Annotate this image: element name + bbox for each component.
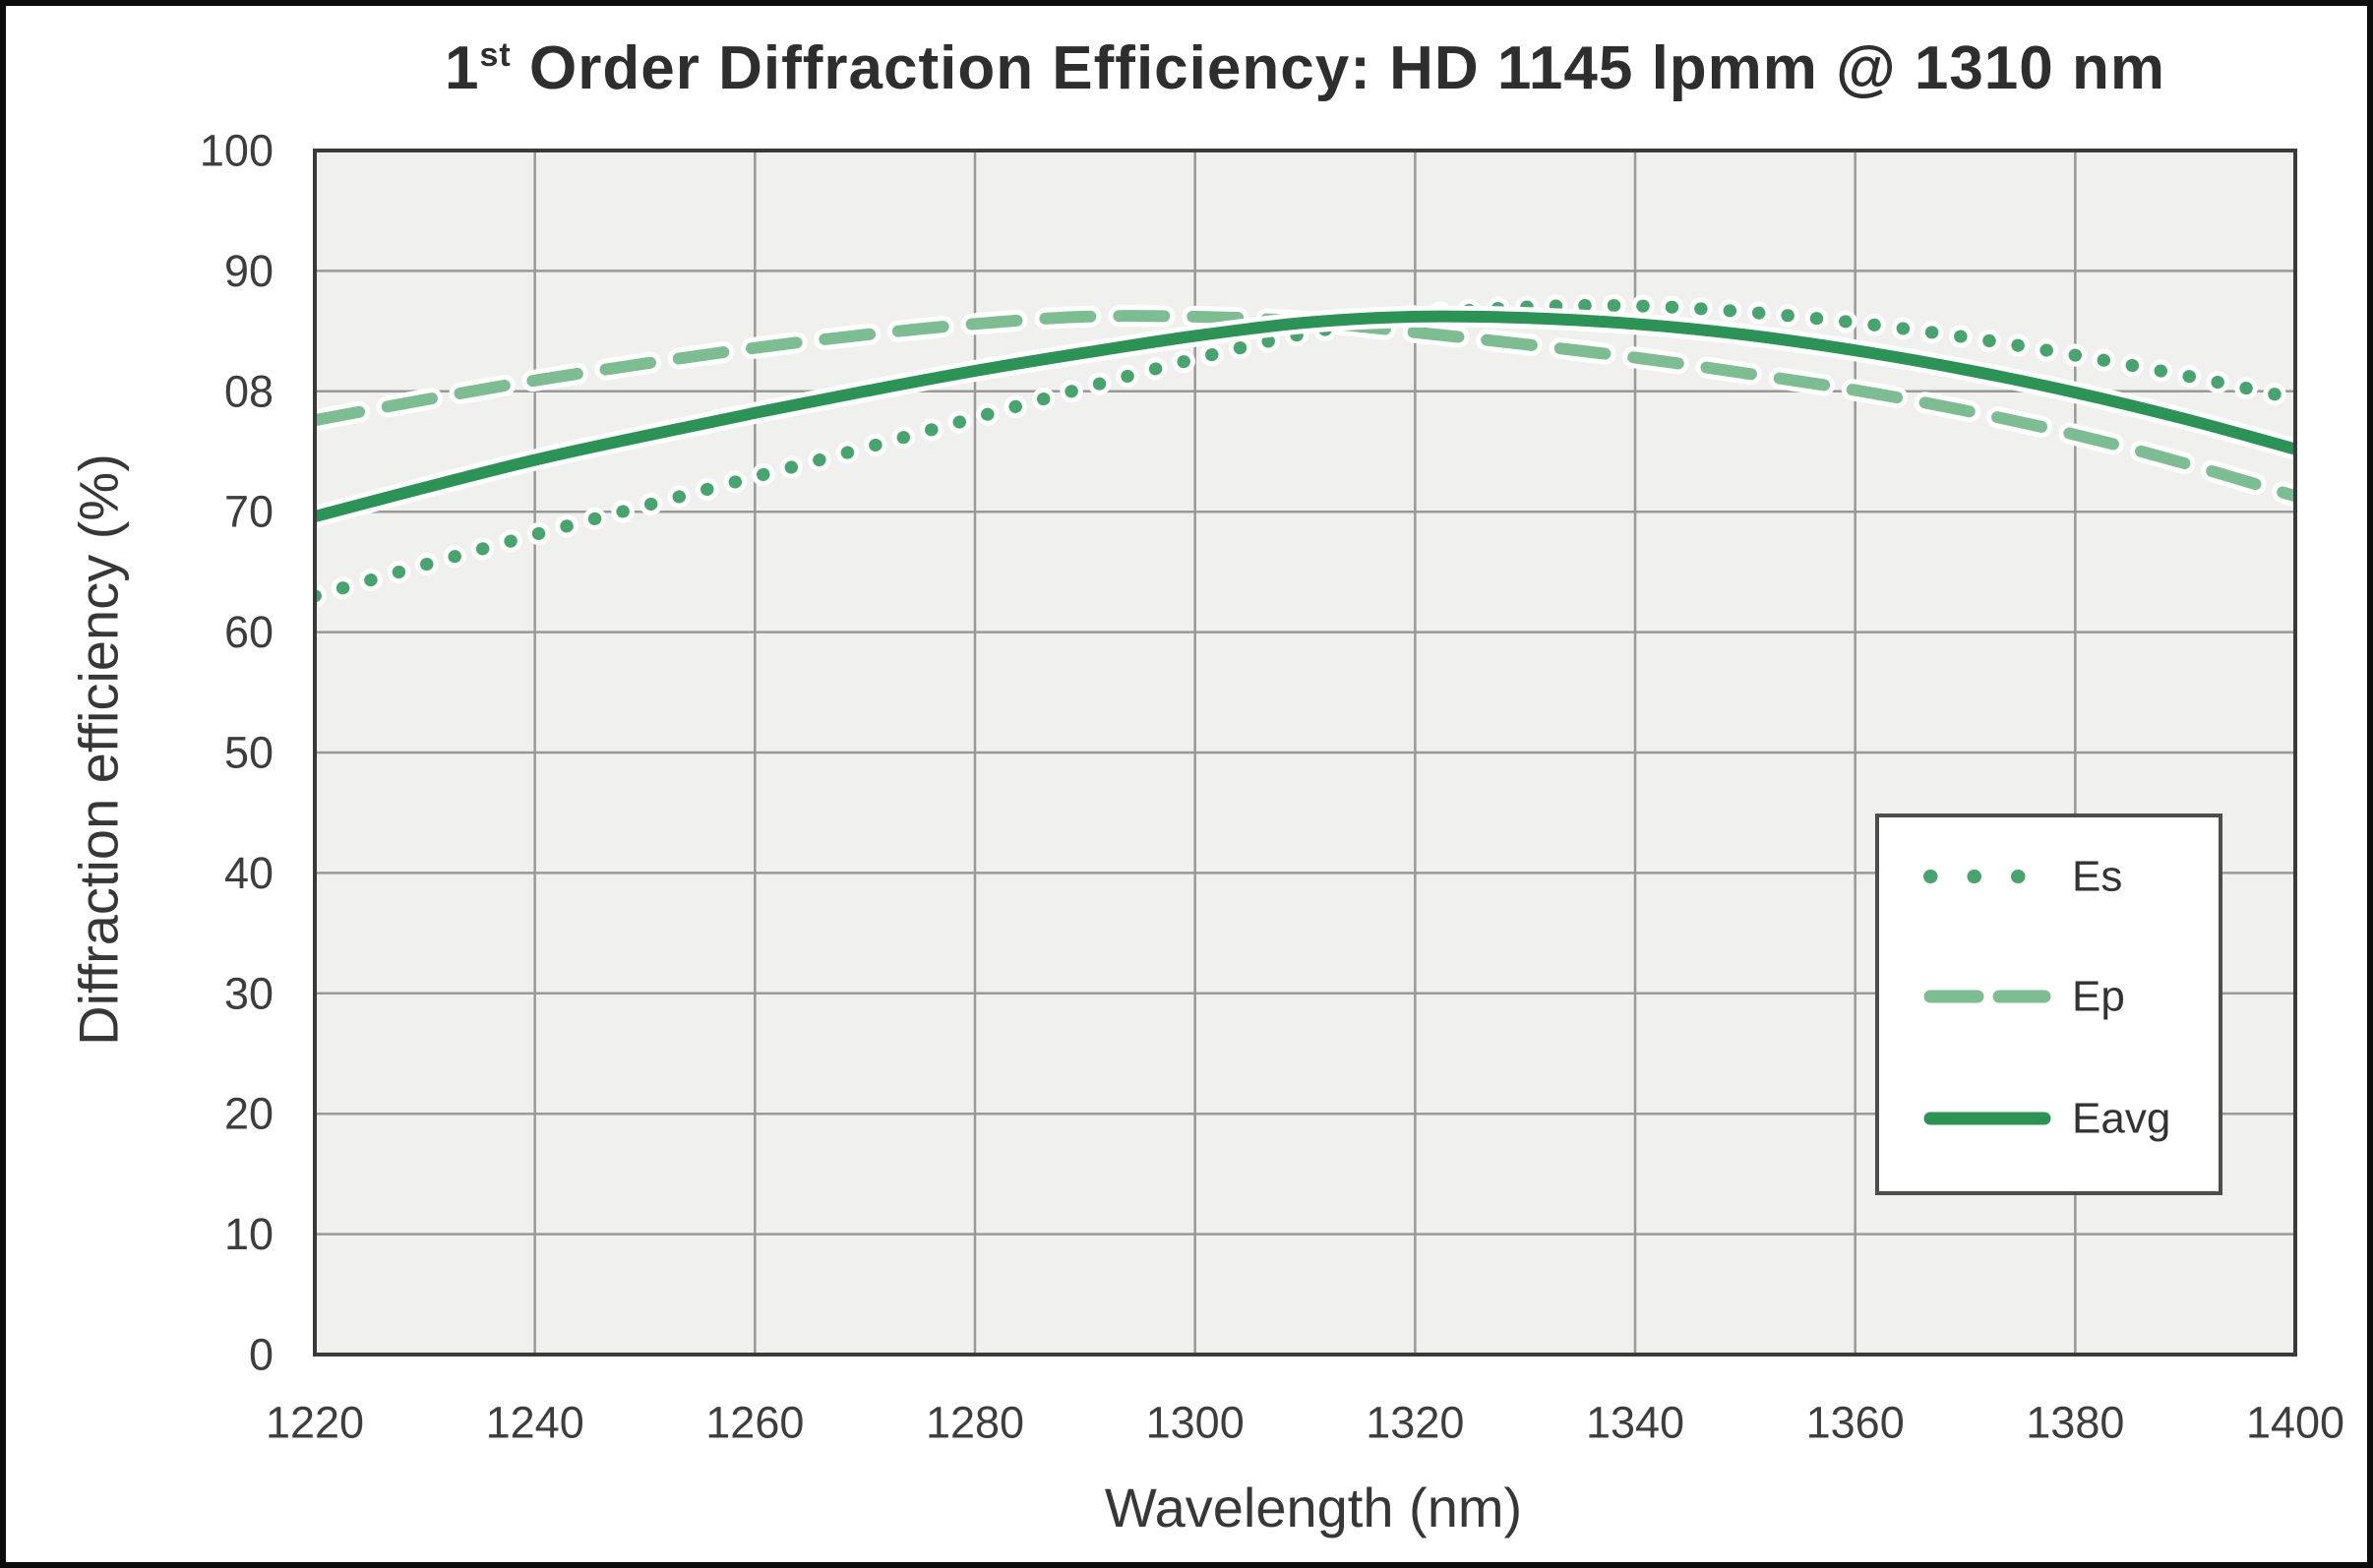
title-rest: Order Diffraction Efficiency: HD 1145 lp… [511, 34, 2165, 102]
x-tick-label: 1220 [266, 1398, 364, 1448]
legend-label-Ep: Ep [2072, 973, 2125, 1021]
title-prefix: 1 [445, 34, 480, 102]
x-tick-label: 1300 [1146, 1398, 1245, 1448]
x-tick-label: 1400 [2246, 1398, 2344, 1448]
x-tick-label: 1320 [1366, 1398, 1464, 1448]
chart-title: 1st Order Diffraction Efficiency: HD 114… [315, 33, 2295, 103]
legend-label-Eavg: Eavg [2072, 1095, 2170, 1143]
x-tick-label: 1240 [486, 1398, 584, 1448]
plot-border [313, 149, 2297, 1357]
y-tick-label: 50 [224, 728, 274, 778]
y-tick-label: 0 [249, 1330, 274, 1380]
series-Es-line [313, 299, 2297, 603]
x-tick-label: 1280 [926, 1398, 1024, 1448]
y-tick-label: 90 [224, 246, 274, 296]
x-tick-label: 1360 [1806, 1398, 1905, 1448]
y-axis-label: Diffraction efficiency (%) [67, 453, 130, 1046]
x-tick-label: 1260 [705, 1398, 804, 1448]
y-tick-label: 60 [224, 607, 274, 657]
title-superscript: st [479, 35, 512, 74]
y-tick-label: 08 [224, 366, 274, 416]
legend-label-Es: Es [2072, 853, 2122, 901]
y-tick-label: 20 [224, 1089, 274, 1139]
y-tick-label: 40 [224, 848, 274, 898]
y-tick-label: 100 [200, 126, 274, 176]
x-tick-label: 1340 [1586, 1398, 1684, 1448]
series-Eavg-line [313, 310, 2297, 523]
x-axis-label: Wavelength (nm) [1104, 1477, 1523, 1538]
y-tick-label: 70 [224, 487, 274, 537]
y-tick-label: 30 [224, 968, 274, 1018]
x-tick-label: 1380 [2026, 1398, 2124, 1448]
y-tick-label: 10 [224, 1209, 274, 1259]
